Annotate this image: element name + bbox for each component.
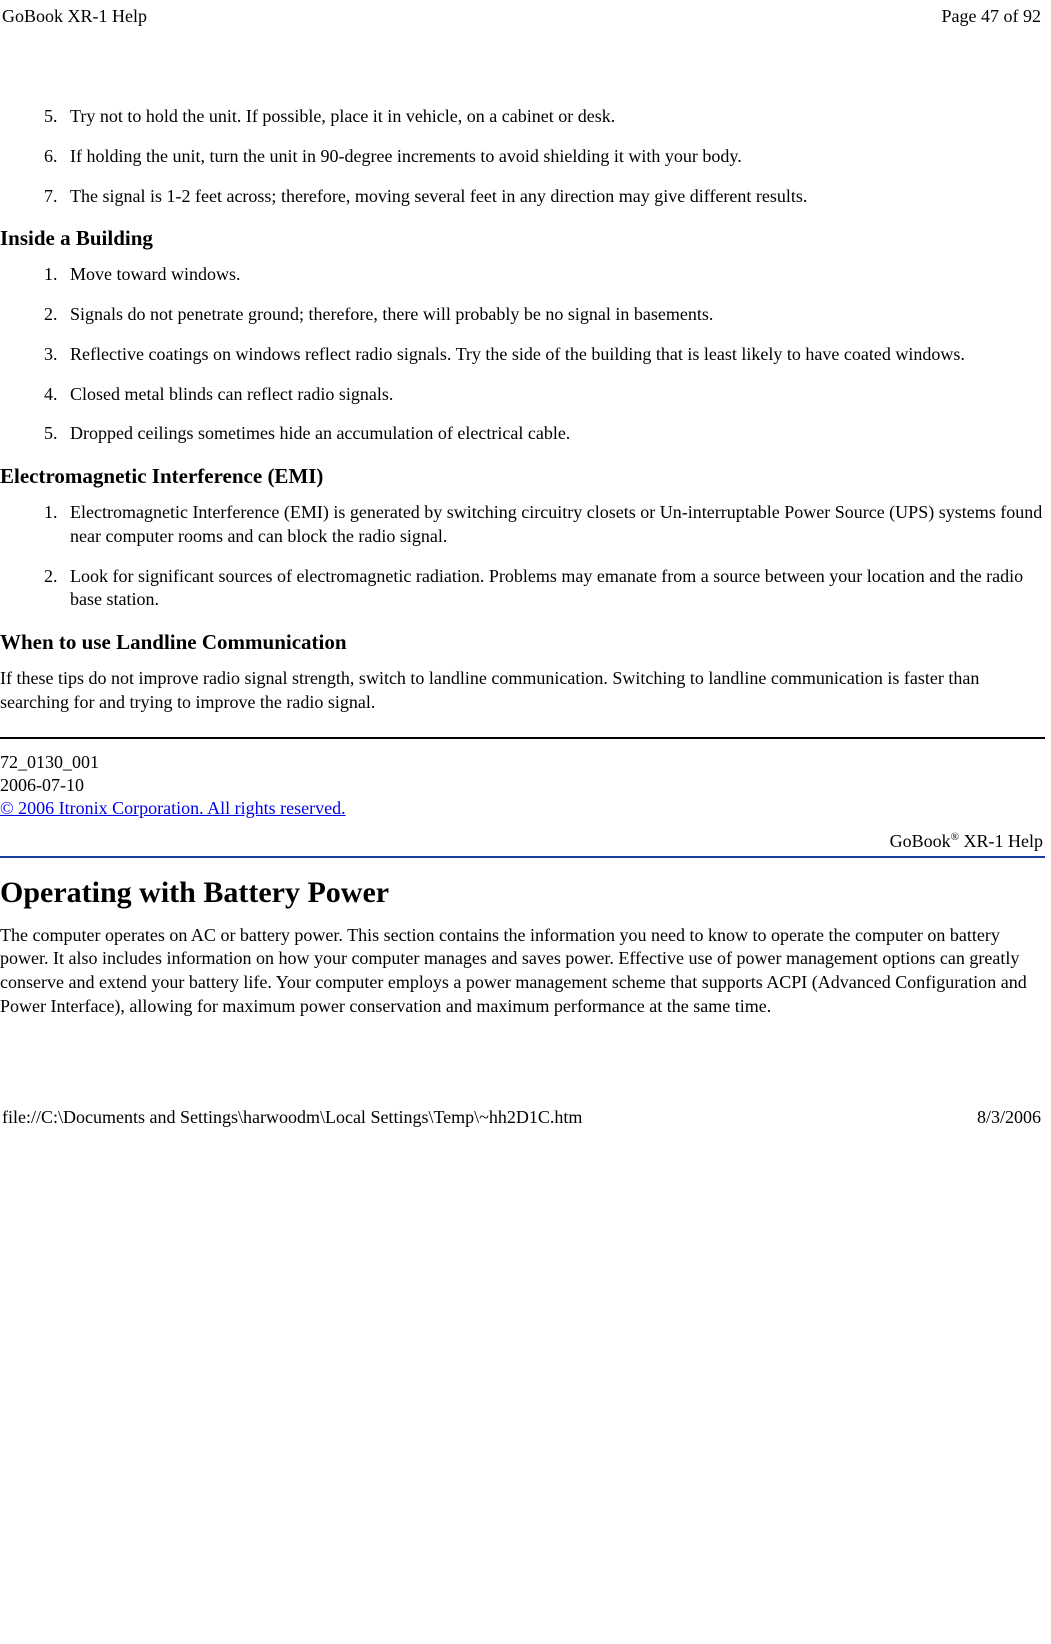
paragraph-landline: If these tips do not improve radio signa… (0, 667, 1045, 715)
gobook-prefix: GoBook (890, 831, 951, 851)
paragraph-battery-power: The computer operates on AC or battery p… (0, 924, 1045, 1019)
list-item: Try not to hold the unit. If possible, p… (62, 105, 1045, 129)
list-continued: Try not to hold the unit. If possible, p… (0, 105, 1045, 208)
footer-path: file://C:\Documents and Settings\harwood… (2, 1107, 582, 1128)
page-header: GoBook XR-1 Help Page 47 of 92 (0, 0, 1051, 33)
list-item: The signal is 1-2 feet across; therefore… (62, 185, 1045, 209)
heading-emi: Electromagnetic Interference (EMI) (0, 464, 1045, 489)
gobook-suffix: XR-1 Help (959, 831, 1043, 851)
doc-id: 72_0130_001 (0, 751, 1045, 774)
list-item: Dropped ceilings sometimes hide an accum… (62, 422, 1045, 446)
list-item: If holding the unit, turn the unit in 90… (62, 145, 1045, 169)
list-item: Look for significant sources of electrom… (62, 565, 1045, 613)
list-item: Reflective coatings on windows reflect r… (62, 343, 1045, 367)
page-footer: file://C:\Documents and Settings\harwood… (0, 1101, 1051, 1134)
list-item: Electromagnetic Interference (EMI) is ge… (62, 501, 1045, 549)
copyright-link[interactable]: © 2006 Itronix Corporation. All rights r… (0, 798, 346, 818)
separator-rule-blue (0, 856, 1045, 858)
gobook-help-label: GoBook® XR-1 Help (0, 831, 1045, 852)
footer-date: 8/3/2006 (977, 1107, 1041, 1128)
heading-landline: When to use Landline Communication (0, 630, 1045, 655)
document-body: Try not to hold the unit. If possible, p… (0, 85, 1051, 1041)
list-item: Signals do not penetrate ground; therefo… (62, 303, 1045, 327)
list-emi: Electromagnetic Interference (EMI) is ge… (0, 501, 1045, 612)
header-page-number: Page 47 of 92 (942, 6, 1041, 27)
list-inside-building: Move toward windows. Signals do not pene… (0, 263, 1045, 446)
document-meta: 72_0130_001 2006-07-10 © 2006 Itronix Co… (0, 751, 1045, 821)
doc-date: 2006-07-10 (0, 774, 1045, 797)
list-item: Closed metal blinds can reflect radio si… (62, 383, 1045, 407)
heading-battery-power: Operating with Battery Power (0, 876, 1045, 910)
separator-rule (0, 737, 1045, 739)
list-item: Move toward windows. (62, 263, 1045, 287)
registered-mark: ® (951, 831, 959, 843)
heading-inside-building: Inside a Building (0, 226, 1045, 251)
header-title: GoBook XR-1 Help (2, 6, 147, 27)
